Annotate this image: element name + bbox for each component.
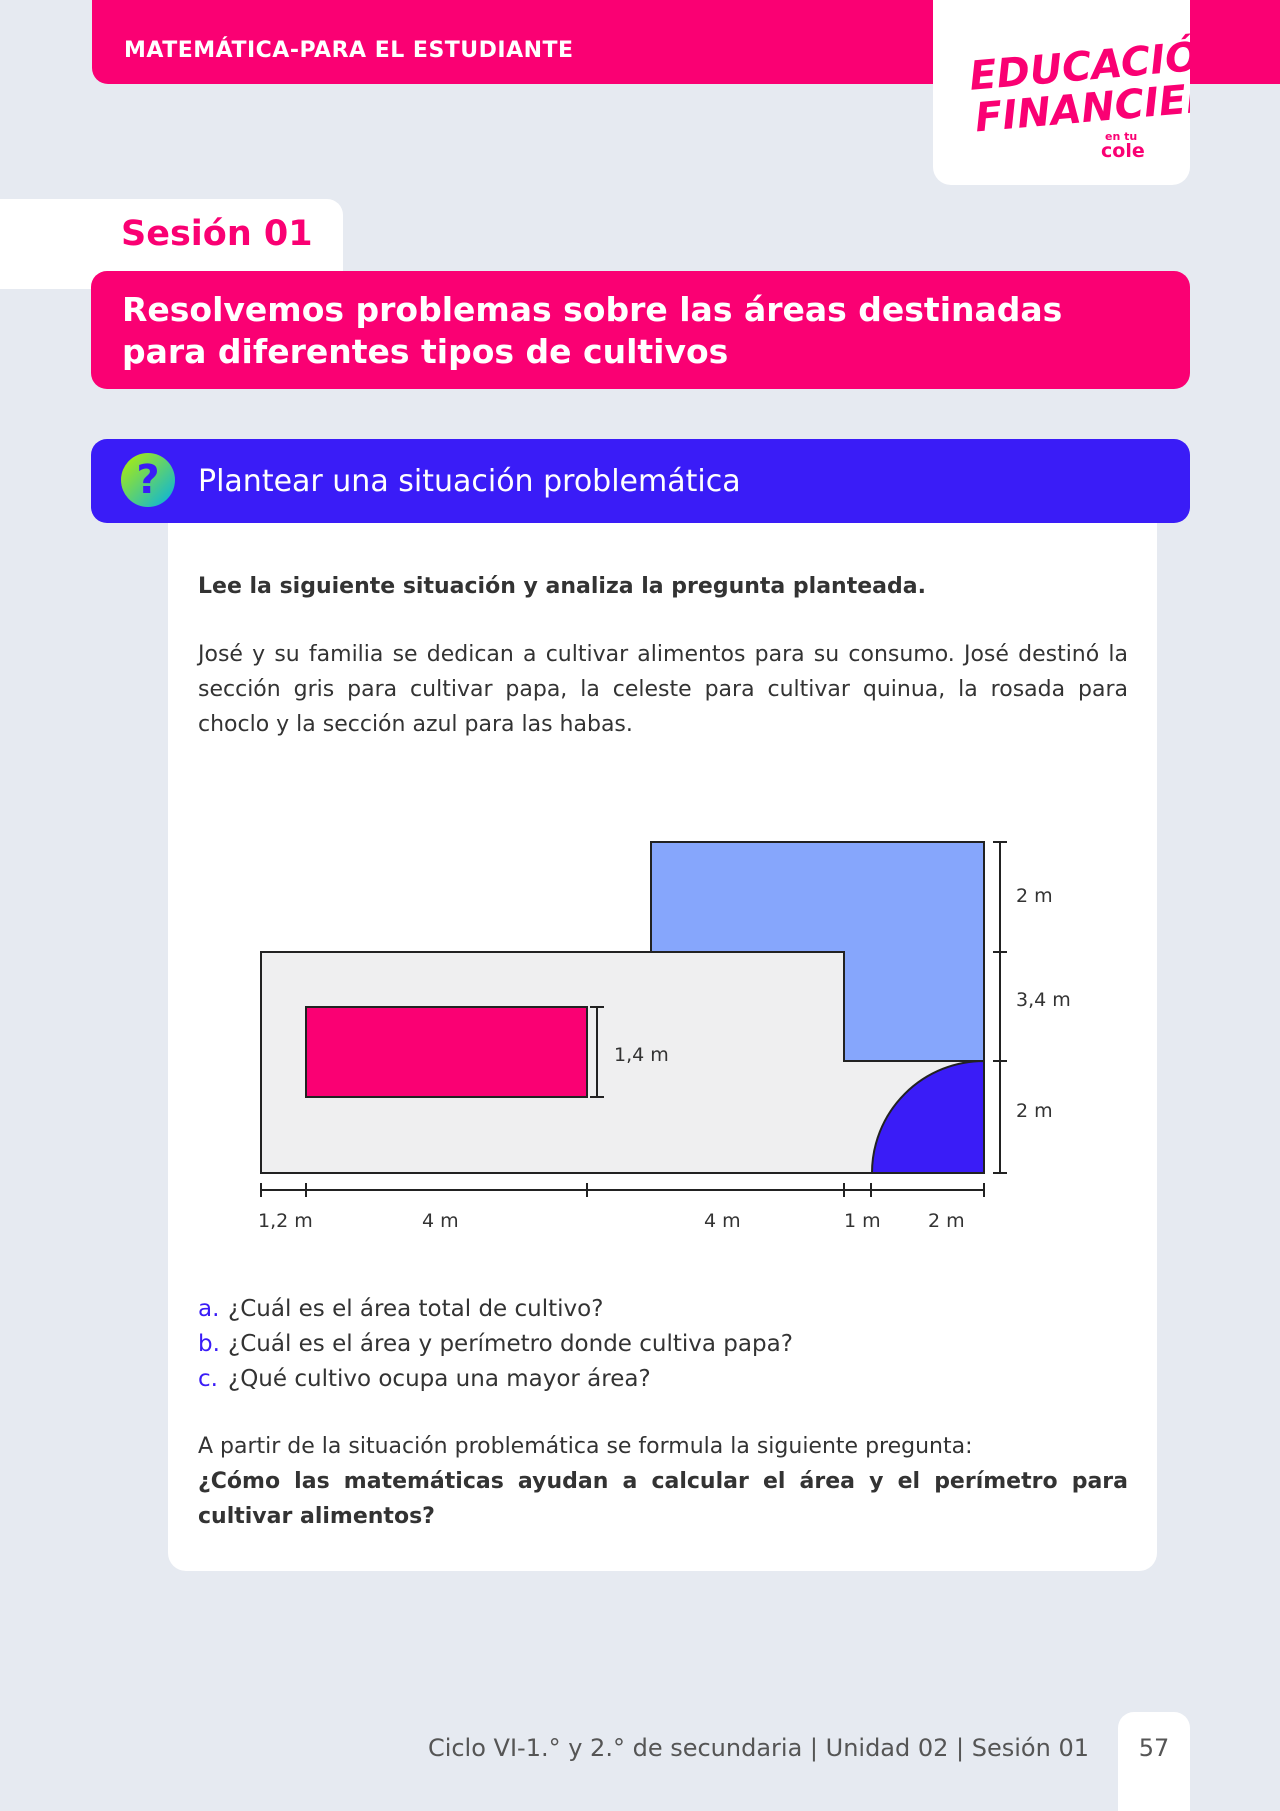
session-label: Sesión 01 (121, 214, 313, 254)
question: b. ¿Cuál es el área y perímetro donde cul… (198, 1327, 793, 1362)
subject: MATEMÁTICA-PARA EL ESTUDIANTE (124, 38, 574, 63)
instruction: Lee la siguiente situación y analiza la … (198, 574, 926, 599)
habas-area (870, 1059, 985, 1174)
question-text: ¿Qué cultivo ocupa una mayor área? (228, 1366, 651, 1392)
question: c. ¿Qué cultivo ocupa una mayor área? (198, 1362, 793, 1397)
dimension-label: 1 m (844, 1210, 881, 1232)
header-strip (1180, 0, 1280, 84)
lead: A partir de la situación problemática se… (198, 1434, 973, 1459)
main-question: ¿Cómo las matemáticas ayudan a calcular … (198, 1469, 1128, 1529)
dimension-label: 1,4 m (614, 1044, 669, 1066)
page-number: 57 (1138, 1734, 1170, 1762)
header-bar (92, 0, 952, 84)
question-text: ¿Cuál es el área y perímetro donde culti… (228, 1331, 793, 1357)
dimension-label: 4 m (422, 1210, 459, 1232)
section-heading: Plantear una situación problemática (198, 464, 741, 499)
section-bar (91, 439, 1190, 523)
title-box (91, 271, 1190, 389)
footer: Ciclo VI-1.° y 2.° de secundaria | Unida… (427, 1734, 1089, 1762)
question-letter: b. (198, 1331, 220, 1357)
choclo-area (305, 1006, 588, 1098)
question: a. ¿Cuál es el área total de cultivo? (198, 1292, 793, 1327)
question-letter: c. (198, 1366, 218, 1392)
dimension-label: 1,2 m (258, 1210, 313, 1232)
dimension-label: 2 m (928, 1210, 965, 1232)
paragraph: José y su familia se dedican a cultivar … (198, 642, 1128, 737)
dimension-label: 2 m (1016, 1100, 1053, 1122)
dimension-label: 3,4 m (1016, 989, 1071, 1011)
section-icon: ? (121, 453, 175, 507)
question-text: ¿Cuál es el área total de cultivo? (228, 1296, 604, 1322)
session-title: Resolvemos problemas sobre las áreas des… (122, 290, 1063, 371)
questions: a. ¿Cuál es el área total de cultivo? b. ¿C… (198, 1292, 793, 1397)
logo-small: en tu (1105, 130, 1137, 143)
logo-small: cole (1101, 140, 1145, 162)
question-letter: a. (198, 1296, 220, 1322)
diagram: 2 m 3,4 m 2 m 1,4 m 1,2 m 4 m 4 m 1 m 2 m (258, 841, 1071, 1232)
dimension-label: 2 m (1016, 885, 1053, 907)
dimension-label: 4 m (704, 1210, 741, 1232)
dimension-lines (260, 841, 1007, 1197)
page-box (1118, 1712, 1190, 1811)
